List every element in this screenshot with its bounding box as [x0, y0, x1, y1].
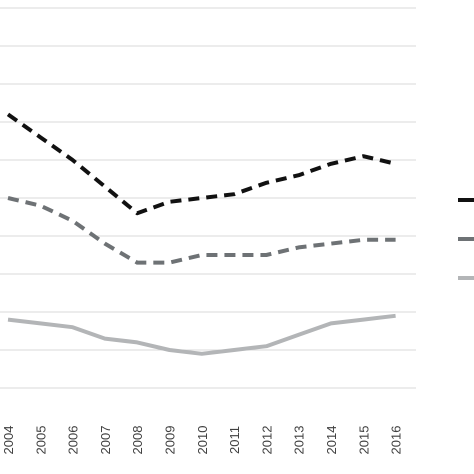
series-line-3: [7, 313, 396, 356]
series-line-2: [7, 196, 396, 265]
x-tick-label: 2011: [227, 426, 242, 454]
x-tick-label: 2005: [33, 426, 48, 455]
x-tick-label: 2008: [130, 426, 145, 455]
x-tick-label: 2014: [324, 426, 339, 455]
series-line-1: [6, 112, 397, 216]
x-tick-label: 2004: [1, 426, 16, 455]
x-tick-label: 2006: [66, 426, 81, 455]
x-tick-label: 2015: [356, 426, 371, 455]
x-tick-label: 2013: [292, 426, 307, 455]
x-tick-label: 2010: [195, 426, 210, 455]
x-tick-label: 2009: [163, 426, 178, 455]
x-tick-label: 2016: [389, 426, 404, 455]
x-axis-tick-labels: 2004 2005 2006 2007 2008 2009 2010 2011 2012 2013…: [1, 426, 404, 455]
series-lines: [6, 112, 397, 356]
x-tick-label: 2007: [98, 426, 113, 455]
legend: [458, 198, 474, 280]
x-tick-label: 2012: [259, 426, 274, 455]
